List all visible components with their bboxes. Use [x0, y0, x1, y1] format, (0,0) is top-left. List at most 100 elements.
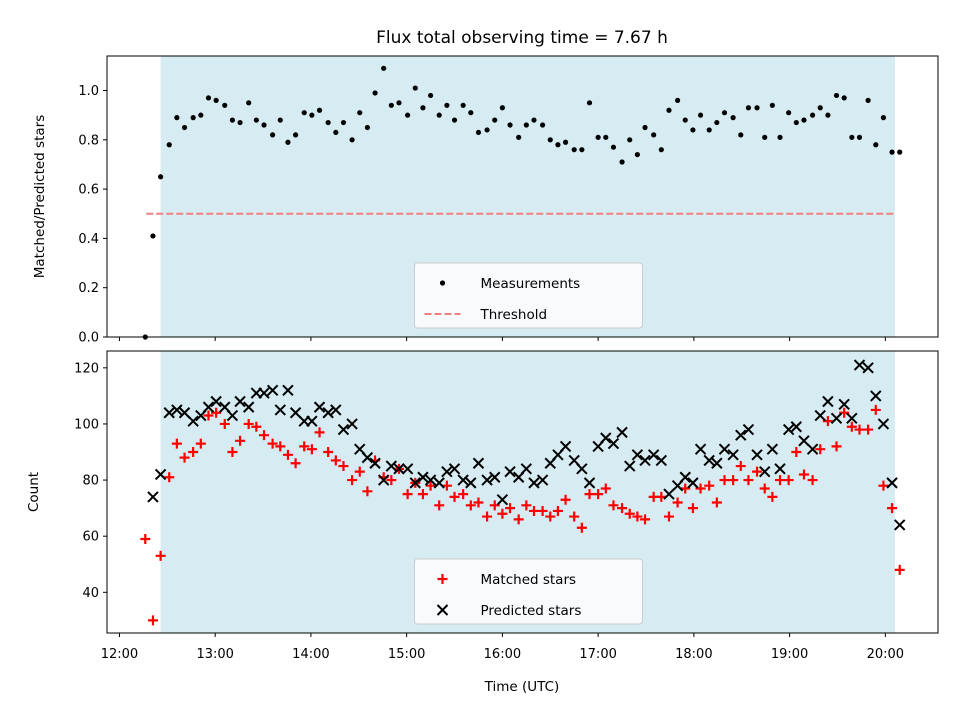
data-point — [150, 233, 156, 239]
data-point — [639, 454, 651, 467]
data-point — [817, 105, 823, 111]
data-point — [540, 122, 546, 128]
data-point — [552, 505, 563, 516]
data-point — [897, 149, 903, 155]
axes-frame — [106, 350, 939, 634]
y-tick-label: 1.0 — [78, 84, 99, 99]
data-point — [377, 474, 390, 486]
data-point — [259, 430, 270, 441]
data-point — [759, 483, 770, 494]
data-point — [766, 443, 779, 455]
data-point — [364, 124, 371, 131]
data-point — [854, 424, 865, 435]
data-point — [555, 142, 561, 148]
data-point — [738, 132, 744, 138]
data-point — [405, 112, 411, 118]
data-point — [783, 475, 794, 486]
data-point — [849, 134, 855, 140]
data-point — [632, 511, 643, 522]
data-point — [774, 463, 786, 475]
legend-label: Predicted stars — [481, 603, 582, 619]
data-point — [711, 497, 722, 508]
data-point — [154, 468, 167, 481]
data-point — [743, 475, 754, 486]
data-point — [807, 475, 818, 486]
data-point — [484, 127, 490, 133]
data-point — [862, 362, 874, 374]
data-point — [878, 480, 889, 491]
data-point — [282, 449, 293, 460]
data-point — [742, 423, 755, 436]
data-point — [234, 395, 246, 408]
data-point — [559, 440, 572, 453]
data-point — [330, 455, 341, 466]
data-point — [396, 100, 402, 106]
data-point — [178, 407, 191, 419]
chart-title: Flux total observing time = 7.67 h — [376, 28, 668, 48]
data-point — [388, 102, 394, 108]
data-point — [886, 477, 898, 489]
data-point — [451, 117, 458, 123]
data-point — [754, 105, 760, 111]
data-point — [504, 465, 516, 478]
data-point — [346, 418, 358, 430]
data-point — [325, 119, 331, 126]
data-point — [547, 137, 553, 143]
data-point — [674, 97, 681, 103]
data-point — [769, 102, 775, 108]
data-point — [140, 534, 151, 544]
data-point — [576, 463, 588, 475]
series-measurements — [142, 65, 903, 340]
data-point — [790, 421, 803, 433]
x-tick-label: 13:00 — [196, 647, 233, 662]
data-point — [814, 409, 826, 422]
data-point — [347, 475, 358, 486]
data-point — [562, 139, 569, 145]
data-point — [569, 511, 580, 522]
data-point — [531, 117, 537, 123]
data-point — [672, 497, 683, 508]
data-point — [714, 119, 720, 126]
data-point — [314, 427, 325, 438]
y-tick-label: 0.8 — [78, 133, 99, 148]
data-point — [893, 519, 906, 531]
data-point — [164, 472, 175, 483]
data-point — [838, 398, 850, 411]
y-axis-title: Matched/Predicted stars — [32, 115, 48, 278]
data-point — [595, 134, 601, 140]
data-point — [679, 471, 691, 483]
data-point — [600, 483, 611, 494]
data-point — [163, 407, 175, 419]
data-point — [801, 117, 807, 123]
axes-frame — [106, 55, 939, 338]
data-point — [306, 444, 317, 455]
data-point — [243, 418, 254, 429]
data-point — [468, 110, 474, 116]
legend-label: Measurements — [481, 276, 581, 292]
data-point — [521, 500, 532, 511]
data-point — [361, 451, 374, 464]
data-point — [285, 139, 291, 145]
ratio-panel: 0.0 0.2 0.4 0.6 0.8 1.0 Matched/Predicted star… — [32, 55, 939, 346]
data-point — [158, 174, 164, 180]
data-point — [624, 460, 636, 472]
data-point — [290, 458, 301, 469]
data-point — [663, 488, 675, 500]
data-point — [275, 441, 286, 452]
data-point — [274, 404, 286, 416]
data-point — [571, 147, 577, 153]
data-point — [751, 449, 763, 461]
data-point — [513, 514, 524, 525]
data-point — [267, 438, 278, 449]
data-point — [226, 409, 239, 422]
data-point — [617, 503, 628, 514]
data-point — [610, 144, 617, 150]
data-point — [181, 124, 188, 131]
data-point — [222, 102, 228, 108]
data-point — [627, 137, 633, 143]
data-point — [289, 407, 302, 419]
data-point — [187, 415, 199, 427]
data-point — [815, 444, 826, 455]
data-point — [436, 112, 442, 118]
data-point — [316, 107, 323, 113]
